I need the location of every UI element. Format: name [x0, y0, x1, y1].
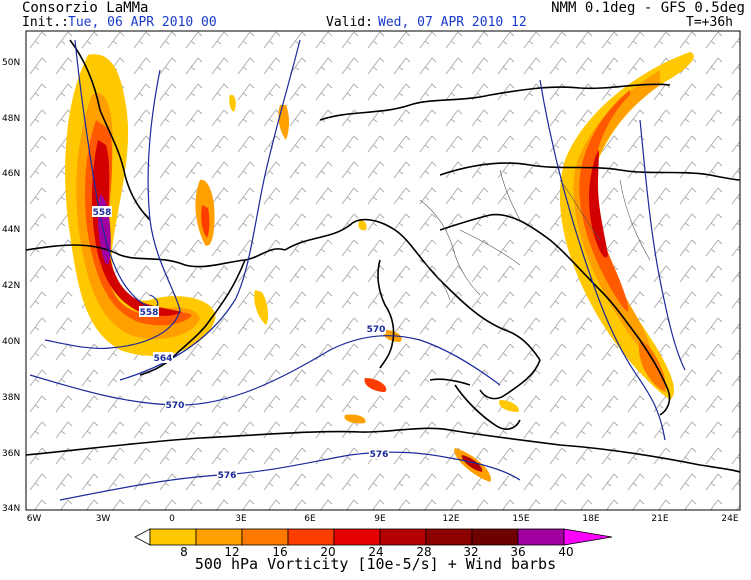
colorbar-label: 12 [224, 545, 239, 559]
isoline-label: 558 [140, 308, 159, 318]
colorbar-swatch [241, 528, 289, 546]
lat-tick-label: 50N [2, 58, 20, 68]
vorticity-cell [358, 220, 367, 231]
lon-axis: 6W 3W 0 3E 6E 9E 12E 15E 18E 21E 24E [27, 514, 739, 524]
lat-tick-label: 36N [2, 449, 20, 459]
coastlines [26, 39, 740, 473]
isoline-labels: 558 558 564 570 570 576 576 [92, 206, 389, 481]
vorticity-cell [254, 290, 269, 325]
vorticity-cell [201, 205, 210, 238]
isoline-label: 570 [367, 325, 386, 335]
isoline-label: 576 [218, 471, 237, 481]
valid-date: Wed, 07 APR 2010 12 [378, 15, 527, 30]
colorbar-label: 28 [416, 545, 431, 559]
colorbar-swatch [425, 528, 473, 546]
lon-tick-label: 9E [374, 514, 386, 524]
colorbar-label: 16 [272, 545, 287, 559]
lon-tick-label: 3E [235, 514, 247, 524]
colorbar-title: 500 hPa Vorticity [10e-5/s] + Wind barbs [194, 555, 557, 573]
lat-tick-label: 46N [2, 169, 20, 179]
lon-tick-label: 12E [442, 514, 459, 524]
vorticity-cell [364, 378, 387, 392]
vorticity-cell [229, 95, 236, 112]
lon-tick-label: 18E [582, 514, 599, 524]
colorbar-swatch [517, 528, 565, 546]
isoline-label: 558 [93, 208, 112, 218]
org-title: Consorzio LaMMa [22, 0, 149, 16]
lat-tick-label: 48N [2, 114, 20, 124]
lon-tick-label: 6W [27, 514, 42, 524]
colorbar-label: 40 [558, 545, 573, 559]
valid-label: Valid: [326, 15, 373, 30]
vorticity-cell [278, 105, 289, 140]
lon-tick-label: 15E [512, 514, 529, 524]
colorbar-label: 36 [510, 545, 525, 559]
colorbar-low-arrow [134, 528, 151, 546]
lat-tick-label: 40N [2, 337, 20, 347]
map-border [25, 30, 741, 511]
colorbar-high-arrow [563, 528, 613, 546]
model-title: NMM 0.1deg - GFS 0.5deg [551, 0, 745, 16]
colorbar-swatch [149, 528, 197, 546]
lon-tick-label: 6E [304, 514, 316, 524]
lat-tick-label: 44N [2, 225, 20, 235]
colorbar-label: 24 [368, 545, 383, 559]
vorticity-cell [461, 455, 483, 472]
colorbar-swatch [379, 528, 427, 546]
colorbar-swatch [195, 528, 243, 546]
lead-time: T=+36h [686, 15, 733, 30]
colorbar-label: 32 [463, 545, 478, 559]
lon-tick-label: 0 [169, 514, 175, 524]
height-isolines [29, 39, 686, 501]
lat-tick-label: 38N [2, 393, 20, 403]
colorbar-swatch [287, 528, 335, 546]
lat-axis: 50N 48N 46N 44N 42N 40N 38N 36N 34N [2, 58, 20, 514]
isoline-label: 564 [154, 354, 173, 364]
colorbar-label: 20 [320, 545, 335, 559]
lon-tick-label: 21E [651, 514, 668, 524]
isoline-label: 576 [370, 450, 389, 460]
colorbar: 8 12 16 20 24 28 32 36 40 [134, 528, 613, 559]
lat-tick-label: 42N [2, 281, 20, 291]
colorbar-swatch [471, 528, 519, 546]
lat-tick-label: 34N [2, 504, 20, 514]
isoline-label: 570 [166, 401, 185, 411]
init-label: Init.: [22, 15, 69, 30]
internal-borders [419, 169, 651, 301]
colorbar-label: 8 [180, 545, 188, 559]
colorbar-swatch [333, 528, 381, 546]
init-date: Tue, 06 APR 2010 00 [68, 15, 217, 30]
vorticity-east [559, 52, 694, 400]
vorticity-cell [499, 400, 519, 412]
vorticity-cell [344, 414, 366, 424]
lon-tick-label: 3W [96, 514, 111, 524]
lon-tick-label: 24E [721, 514, 738, 524]
